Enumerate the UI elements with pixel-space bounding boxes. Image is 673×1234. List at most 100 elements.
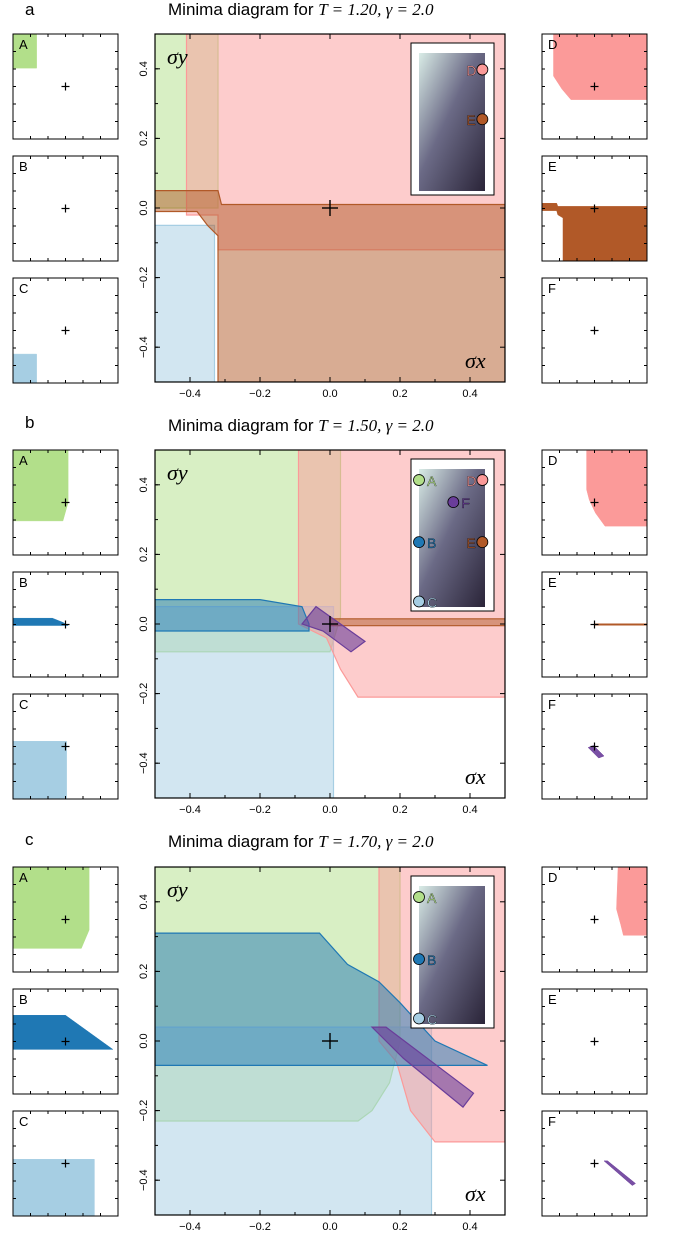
- inset-landscape-a: DE: [410, 42, 495, 196]
- inset-landscape-c: A B C: [410, 875, 495, 1029]
- small-panel-label-B: B: [19, 575, 28, 590]
- main-plot-b: A DF B E C −0.4 −0.2 0.0 0.2 0.4 −0.4 −0.2 0.0 0.2 0.4…: [138, 449, 506, 816]
- y-axis-label-b: σy: [167, 460, 188, 485]
- small-panel-B-a: B: [12, 155, 119, 262]
- small-panel-C-b: C: [12, 693, 119, 800]
- x-axis-label-b: σx: [465, 764, 486, 789]
- y-tick-label: 0.4: [138, 894, 150, 909]
- x-tick-label: 0.0: [322, 1221, 337, 1233]
- y-tick-label: −0.2: [138, 683, 150, 705]
- x-tick-label: −0.2: [249, 1221, 271, 1233]
- x-axis-label-c: σx: [465, 1181, 486, 1206]
- region-F-b: [300, 605, 367, 653]
- inset-marker-label-A: A: [427, 473, 437, 489]
- small-region-A: [13, 34, 37, 69]
- inset-marker-label-C: C: [427, 594, 437, 610]
- title-math-c: T = 1.70, γ = 2.0: [318, 832, 434, 851]
- small-region-E: [542, 203, 647, 261]
- small-panel-B-c: B: [12, 988, 119, 1095]
- small-panel-label-B: B: [19, 159, 28, 174]
- inset-marker-label-B: B: [427, 952, 436, 968]
- x-tick-label: 0.4: [462, 804, 477, 816]
- small-panel-E-c: E: [541, 988, 648, 1095]
- small-region-C: [13, 353, 37, 383]
- inset-marker-B: [413, 953, 425, 966]
- small-panel-E-a: E: [541, 155, 648, 262]
- small-panel-label-F: F: [548, 697, 556, 712]
- inset-marker-label-D: D: [466, 63, 476, 79]
- inset-marker-C: [413, 1012, 425, 1025]
- y-tick-label: 0.4: [138, 61, 150, 76]
- y-tick-label: −0.4: [138, 1169, 150, 1191]
- inset-heatmap: [419, 886, 485, 1024]
- small-region-D: [616, 867, 647, 936]
- small-region-F: [603, 1160, 636, 1186]
- y-axis-label-a: σy: [167, 44, 188, 69]
- title-math-a: T = 1.20, γ = 2.0: [318, 0, 434, 19]
- small-region-C: [13, 1159, 95, 1216]
- x-tick-label: 0.0: [322, 388, 337, 400]
- x-tick-label: −0.4: [179, 388, 201, 400]
- inset-marker-label-B: B: [427, 535, 436, 551]
- y-tick-label: 0.0: [138, 1033, 150, 1048]
- small-region-A: [13, 450, 69, 522]
- region-B-c: [155, 932, 488, 1067]
- y-tick-label: 0.4: [138, 477, 150, 492]
- panel-title-b: Minima diagram for T = 1.50, γ = 2.0: [168, 416, 434, 436]
- small-panel-label-A: A: [19, 37, 28, 52]
- inset-heatmap: [419, 53, 485, 191]
- inset-marker-label-D: D: [466, 473, 476, 489]
- small-panel-label-E: E: [548, 575, 557, 590]
- y-tick-label: 0.0: [138, 616, 150, 631]
- y-tick-label: 0.2: [138, 131, 150, 146]
- small-panel-label-C: C: [19, 281, 28, 296]
- inset-marker-A: [413, 474, 425, 486]
- main-plot-c: A B C −0.4 −0.2 0.0 0.2 0.4 −0.4 −0.2 0.0 0.2 0.4 σy σ…: [138, 866, 506, 1233]
- inset-marker-label-F: F: [461, 495, 470, 511]
- inset-marker-B: [413, 536, 425, 549]
- x-tick-label: 0.2: [392, 1221, 407, 1233]
- small-region-D: [553, 34, 647, 100]
- small-panel-label-F: F: [548, 1114, 556, 1129]
- x-tick-label: 0.4: [462, 388, 477, 400]
- small-panel-F-b: F: [541, 693, 648, 800]
- region-E-b: [329, 618, 505, 627]
- inset-marker-A: [413, 891, 425, 903]
- y-tick-label: 0.2: [138, 547, 150, 562]
- small-panel-label-B: B: [19, 992, 28, 1007]
- small-panel-label-F: F: [548, 281, 556, 296]
- y-tick-label: 0.0: [138, 200, 150, 215]
- y-tick-label: 0.2: [138, 964, 150, 979]
- inset-marker-D: [476, 474, 489, 486]
- title-prefix-c: Minima diagram for: [168, 832, 319, 851]
- region-F-c: [370, 1026, 475, 1108]
- small-region-E: [594, 623, 647, 626]
- inset-marker-label-E: E: [466, 535, 475, 551]
- y-tick-label: −0.2: [138, 1100, 150, 1122]
- small-panel-label-D: D: [548, 453, 557, 468]
- region-B-b: [155, 598, 310, 632]
- small-panel-label-A: A: [19, 870, 28, 885]
- inset-marker-label-E: E: [466, 112, 475, 128]
- x-tick-label: 0.2: [392, 804, 407, 816]
- small-panel-label-D: D: [548, 870, 557, 885]
- small-panel-label-C: C: [19, 1114, 28, 1129]
- x-tick-label: −0.4: [179, 1221, 201, 1233]
- panel-letter-a: a: [25, 0, 35, 19]
- panel-title-a: Minima diagram for T = 1.20, γ = 2.0: [168, 0, 434, 20]
- small-region-A: [13, 867, 90, 949]
- inset-marker-D: [476, 63, 489, 76]
- small-panel-A-a: A: [12, 33, 119, 140]
- inset-marker-E: [476, 113, 489, 126]
- inset-heatmap: [419, 469, 485, 607]
- inset-marker-label-A: A: [427, 890, 437, 906]
- small-panel-F-a: F: [541, 277, 648, 384]
- small-region-D: [586, 450, 647, 527]
- small-region-C: [13, 741, 67, 799]
- y-tick-label: −0.4: [138, 336, 150, 358]
- y-tick-label: −0.2: [138, 267, 150, 289]
- small-panel-F-c: F: [541, 1110, 648, 1217]
- panel-title-c: Minima diagram for T = 1.70, γ = 2.0: [168, 832, 434, 852]
- inset-marker-C: [413, 595, 425, 608]
